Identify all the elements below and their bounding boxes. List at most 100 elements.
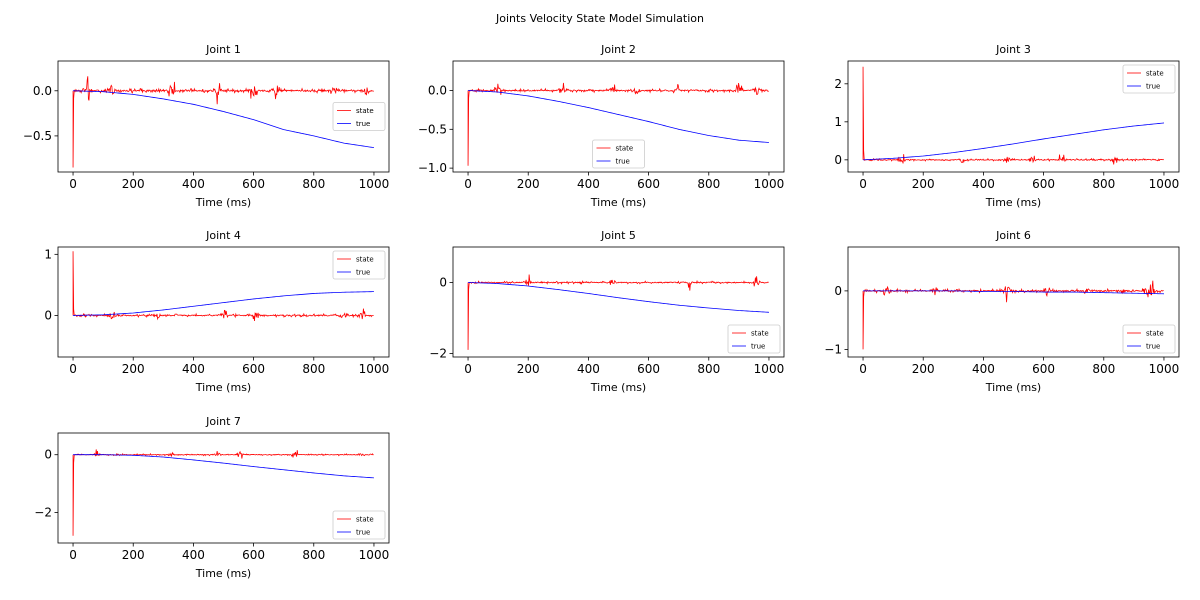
legend-label-true: true (751, 343, 765, 351)
x-tick-label: 0 (464, 362, 472, 376)
legend-label-true: true (1146, 343, 1160, 351)
legend-label-state: state (1146, 330, 1164, 338)
legend-label-state: state (751, 330, 769, 338)
figure-title: Joints Velocity State Model Simulation (495, 12, 704, 25)
subplot-joint-2: Joint 2 0 200 400 600 800 1000 0.0 −0.5 −1.0 Time … (418, 43, 785, 209)
x-tick-label: 400 (182, 362, 205, 376)
y-tick-label: 0 (44, 308, 52, 322)
series-line-state (862, 66, 1164, 165)
x-axis-label: Time (ms) (195, 196, 251, 209)
series-line-true (73, 90, 375, 149)
legend-label-true: true (356, 120, 370, 128)
x-tick-label: 400 (972, 177, 995, 191)
x-tick-label: 400 (182, 177, 205, 191)
subplot-title: Joint 1 (205, 43, 241, 56)
legend-label-state: state (356, 256, 374, 264)
x-tick-label: 800 (697, 177, 720, 191)
x-tick-label: 1000 (359, 548, 390, 562)
axes-frame (452, 246, 785, 358)
legend-label-true: true (616, 158, 630, 166)
series-line-true (73, 291, 374, 316)
y-tick-label: −1.0 (418, 161, 447, 175)
y-tick-label: 1 (834, 115, 842, 129)
subplot-joint-5: Joint 5 0 200 400 600 800 1000 0 −2 Time (ms) stat… (429, 229, 785, 394)
series-line-true (863, 290, 1164, 295)
x-tick-label: 0 (69, 548, 77, 562)
x-tick-label: 800 (1092, 362, 1115, 376)
y-tick-label: −2 (429, 346, 447, 360)
y-tick-label: −0.5 (23, 129, 52, 143)
subplot-title: Joint 7 (205, 415, 241, 428)
plot-area (72, 76, 375, 168)
x-tick-label: 600 (1032, 362, 1055, 376)
x-tick-label: 0 (69, 177, 77, 191)
x-tick-label: 200 (912, 362, 935, 376)
subplot-joint-7: Joint 7 0 200 400 600 800 1000 0 −2 Time (ms) stat… (34, 415, 390, 580)
x-tick-label: 600 (637, 177, 660, 191)
x-tick-label: 1000 (754, 177, 785, 191)
subplot-title: Joint 5 (600, 229, 636, 242)
x-tick-label: 1000 (754, 362, 785, 376)
plot-area (72, 251, 374, 322)
legend-label-state: state (616, 145, 634, 153)
legend-label-state: state (356, 107, 374, 115)
axes-frame (452, 60, 785, 173)
y-tick-label: 2 (834, 77, 842, 91)
x-tick-label: 1000 (1149, 362, 1180, 376)
legend: state true (332, 510, 386, 540)
x-tick-label: 1000 (359, 362, 390, 376)
subplot-joint-6: Joint 6 0 200 400 600 800 1000 0 −1 Time (ms) stat… (824, 229, 1180, 394)
plot-area (862, 280, 1164, 350)
series-line-true (468, 90, 769, 143)
axes-frame (847, 246, 1180, 358)
x-tick-label: 600 (242, 177, 265, 191)
legend-label-true: true (1146, 83, 1160, 91)
series-line-true (468, 282, 769, 313)
subplot-joint-1: Joint 1 0 200 400 600 800 1000 0.0 −0.5 Time (ms)… (23, 43, 390, 209)
x-tick-label: 200 (122, 177, 145, 191)
plot-area (467, 82, 769, 166)
x-axis-label: Time (ms) (195, 567, 251, 580)
axes-frame (57, 60, 390, 173)
x-tick-label: 800 (697, 362, 720, 376)
y-tick-label: 1 (44, 247, 52, 261)
series-line-state (72, 76, 374, 168)
subplot-title: Joint 4 (205, 229, 241, 242)
subplot-title: Joint 2 (600, 43, 636, 56)
x-tick-label: 1000 (1149, 177, 1180, 191)
x-tick-label: 800 (302, 548, 325, 562)
axes-frame (57, 246, 390, 358)
x-tick-label: 200 (122, 362, 145, 376)
x-tick-label: 800 (302, 362, 325, 376)
legend: state true (592, 139, 645, 169)
series-line-state (72, 449, 374, 536)
y-tick-label: −2 (34, 506, 52, 520)
series-line-true (73, 454, 374, 479)
x-tick-label: 0 (859, 362, 867, 376)
x-tick-label: 400 (577, 177, 600, 191)
x-axis-label: Time (ms) (590, 196, 646, 209)
legend: state true (727, 324, 781, 354)
y-tick-label: 0 (44, 448, 52, 462)
x-tick-label: 1000 (359, 177, 390, 191)
x-tick-label: 400 (182, 548, 205, 562)
y-tick-label: 0.0 (428, 83, 447, 97)
y-tick-label: −1 (824, 342, 842, 356)
axes-frame (847, 60, 1180, 173)
x-tick-label: 400 (577, 362, 600, 376)
legend-label-true: true (356, 269, 370, 277)
x-axis-label: Time (ms) (590, 381, 646, 394)
x-tick-label: 0 (464, 177, 472, 191)
legend-label-state: state (356, 516, 374, 524)
x-axis-label: Time (ms) (195, 381, 251, 394)
series-line-true (863, 122, 1164, 161)
x-tick-label: 0 (859, 177, 867, 191)
x-tick-label: 600 (1032, 177, 1055, 191)
x-tick-label: 600 (242, 362, 265, 376)
x-tick-label: 600 (242, 548, 265, 562)
x-axis-label: Time (ms) (985, 381, 1041, 394)
legend: state true (332, 102, 386, 131)
plot-area (467, 274, 769, 350)
